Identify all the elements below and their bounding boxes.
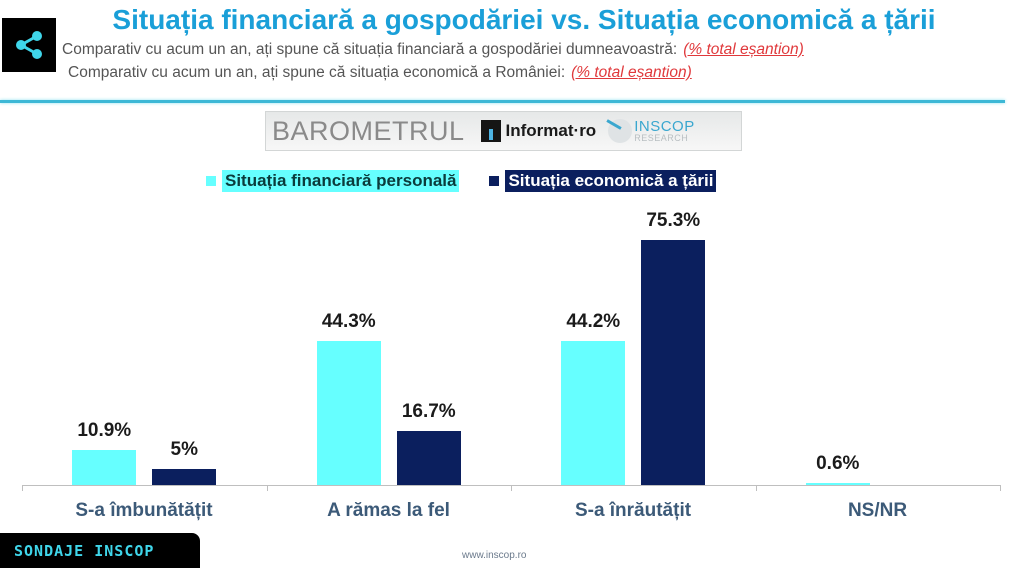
data-label: 5% [170, 438, 198, 460]
subtitle-household: Comparativ cu acum un an, ați spune că s… [62, 41, 804, 59]
axis-tick [22, 485, 23, 491]
data-label: 44.3% [321, 310, 376, 332]
chart-title: Situația financiară a gospodăriei vs. Si… [112, 4, 936, 35]
subtitle-household-text: Comparativ cu acum un an, ați spune că s… [62, 41, 678, 58]
subtitle-country-note: (% total eșantion) [571, 64, 692, 81]
data-label: 44.2% [566, 311, 621, 333]
category-label: NS/NR [847, 500, 908, 521]
informat-logo: Informat·ro [480, 120, 597, 142]
share-icon [16, 31, 42, 59]
legend-label-country: Situația economică a țării [505, 170, 717, 192]
legend-swatch-country-icon [489, 176, 500, 186]
bar-personal [805, 483, 870, 485]
barometrul-logo: BAROMETRUL [272, 115, 465, 146]
data-label: 0.6% [816, 453, 860, 474]
axis-tick [1000, 485, 1001, 491]
logo-banner: BAROMETRUL Informat·ro INSCOP RESEARCH [265, 111, 742, 151]
chart-legend: Situația financiară personală Situația e… [206, 170, 746, 192]
legend-item-personal: Situația financiară personală [206, 170, 460, 192]
legend-item-country: Situația economică a țării [489, 170, 717, 192]
category-label: A rămas la fel [327, 500, 450, 521]
category-label: S-a înrăutățit [574, 500, 692, 521]
inscop-logo: INSCOP RESEARCH [608, 119, 695, 143]
inscop-logo-icon [608, 119, 633, 143]
legend-swatch-personal-icon [206, 176, 216, 186]
subtitle-country-text: Comparativ cu acum un an, ați spune că s… [68, 64, 566, 81]
data-label: 16.7% [401, 400, 456, 422]
footer-tag-text: SONDAJE INSCOP [14, 542, 155, 560]
bar-country [641, 239, 706, 485]
share-button[interactable] [2, 18, 56, 72]
inscop-logo-text: INSCOP [634, 118, 695, 135]
data-label: 75.3% [646, 209, 701, 231]
bar-personal [72, 449, 137, 485]
legend-label-personal: Situația financiară personală [222, 170, 460, 192]
category-label: S-a îmbunătățit [75, 500, 213, 521]
axis-tick [755, 485, 757, 491]
header-divider [0, 100, 1005, 103]
bar-country [396, 430, 461, 485]
data-label: 10.9% [77, 419, 132, 441]
informat-logo-text: Informat·ro [505, 121, 597, 140]
bar-personal [316, 340, 381, 485]
source-url: www.inscop.ro [462, 550, 527, 561]
footer-tag: SONDAJE INSCOP [0, 533, 200, 568]
axis-tick [266, 485, 268, 491]
bar-country [152, 468, 217, 485]
subtitle-country: Comparativ cu acum un an, ați spune că s… [68, 64, 692, 82]
subtitle-household-note: (% total eșantion) [683, 41, 804, 58]
inscop-logo-subtext: RESEARCH [634, 133, 689, 143]
axis-tick [511, 485, 512, 491]
bar-personal [561, 341, 626, 485]
informat-logo-icon [480, 120, 501, 142]
